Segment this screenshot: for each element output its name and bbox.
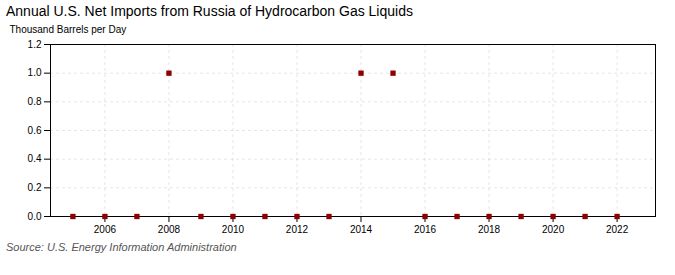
- svg-text:Thousand Barrels per Day: Thousand Barrels per Day: [10, 24, 127, 35]
- svg-text:2012: 2012: [286, 224, 309, 235]
- svg-text:2016: 2016: [414, 224, 437, 235]
- svg-text:2022: 2022: [606, 224, 629, 235]
- svg-text:0.4: 0.4: [28, 153, 42, 164]
- svg-text:0.6: 0.6: [28, 125, 42, 136]
- svg-text:0.0: 0.0: [28, 211, 42, 222]
- svg-text:0.2: 0.2: [28, 182, 42, 193]
- svg-text:0.8: 0.8: [28, 96, 42, 107]
- svg-text:2020: 2020: [542, 224, 565, 235]
- svg-text:2014: 2014: [350, 224, 373, 235]
- svg-text:2010: 2010: [222, 224, 245, 235]
- svg-text:2008: 2008: [158, 224, 181, 235]
- html-text:Source: U.S. Energy Informatio: Source: U.S. Energy Information Administ…: [6, 241, 237, 253]
- html-text:Annual U.S. Net Imports from R: Annual U.S. Net Imports from Russia of H…: [6, 3, 413, 19]
- svg-text:1.0: 1.0: [28, 67, 42, 78]
- svg-text:2006: 2006: [94, 224, 117, 235]
- svg-text:2018: 2018: [478, 224, 501, 235]
- svg-text:1.2: 1.2: [28, 39, 42, 50]
